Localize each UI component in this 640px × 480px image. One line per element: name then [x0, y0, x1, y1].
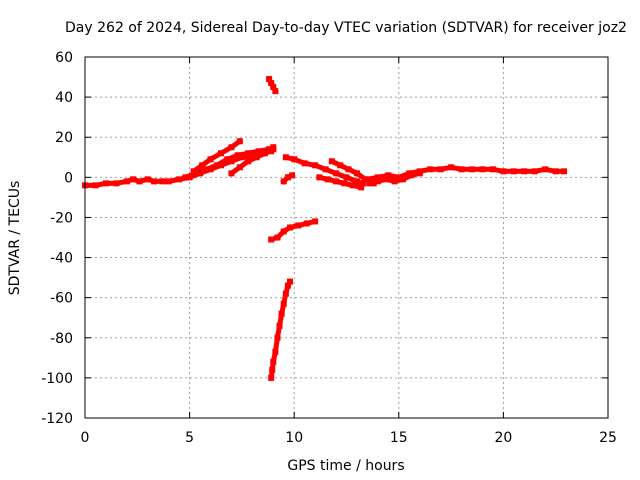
data-layer [82, 75, 568, 381]
data-point [561, 168, 568, 175]
plot-frame [84, 56, 609, 419]
y-tick-label: -100 [41, 371, 73, 387]
x-tick-label: 5 [185, 430, 194, 446]
y-tick-label: 0 [64, 170, 73, 186]
series-rising-arc-mid [182, 143, 277, 181]
data-point [272, 88, 279, 95]
data-point [270, 146, 277, 153]
y-tick-label: 40 [55, 90, 73, 106]
ticks: 0 5 10 15 20 25 -120 -100 -80 -60 -40 -20 0 20 40 60 [41, 50, 617, 446]
series-steep-negative-drop [268, 278, 294, 381]
grid [85, 57, 608, 418]
x-tick-label: 25 [599, 430, 617, 446]
series-small-positive-dash [280, 171, 296, 185]
x-tick-label: 15 [390, 430, 408, 446]
y-tick-label: -80 [50, 331, 73, 347]
y-tick-label: -20 [50, 210, 73, 226]
series-rising-arc-lower [227, 145, 277, 177]
data-point [360, 180, 367, 187]
y-tick-label: -120 [41, 411, 73, 427]
data-point [312, 218, 319, 225]
series-post-gap-lower [316, 174, 365, 191]
data-point [416, 170, 423, 177]
data-point [287, 278, 294, 285]
data-point [236, 138, 243, 145]
y-tick-label: -40 [50, 251, 73, 267]
chart-title: Day 262 of 2024, Sidereal Day-to-day VTE… [65, 20, 627, 36]
data-point [289, 172, 296, 179]
y-tick-label: 60 [55, 50, 73, 66]
x-axis-label: GPS time / hours [287, 458, 404, 474]
y-tick-label: -60 [50, 291, 73, 307]
series-high-segment [265, 75, 279, 95]
y-tick-label: 20 [55, 130, 73, 146]
x-tick-label: 0 [81, 430, 90, 446]
data-point [358, 184, 365, 191]
series-baseline-late-lower [366, 170, 423, 187]
y-axis-label: SDTVAR / TECUs [7, 181, 23, 296]
series-post-gap-decline [282, 154, 367, 187]
series-baseline-late [364, 164, 568, 183]
x-tick-label: 10 [285, 430, 303, 446]
series-mid-negative-arc [268, 218, 319, 243]
x-tick-label: 20 [494, 430, 512, 446]
